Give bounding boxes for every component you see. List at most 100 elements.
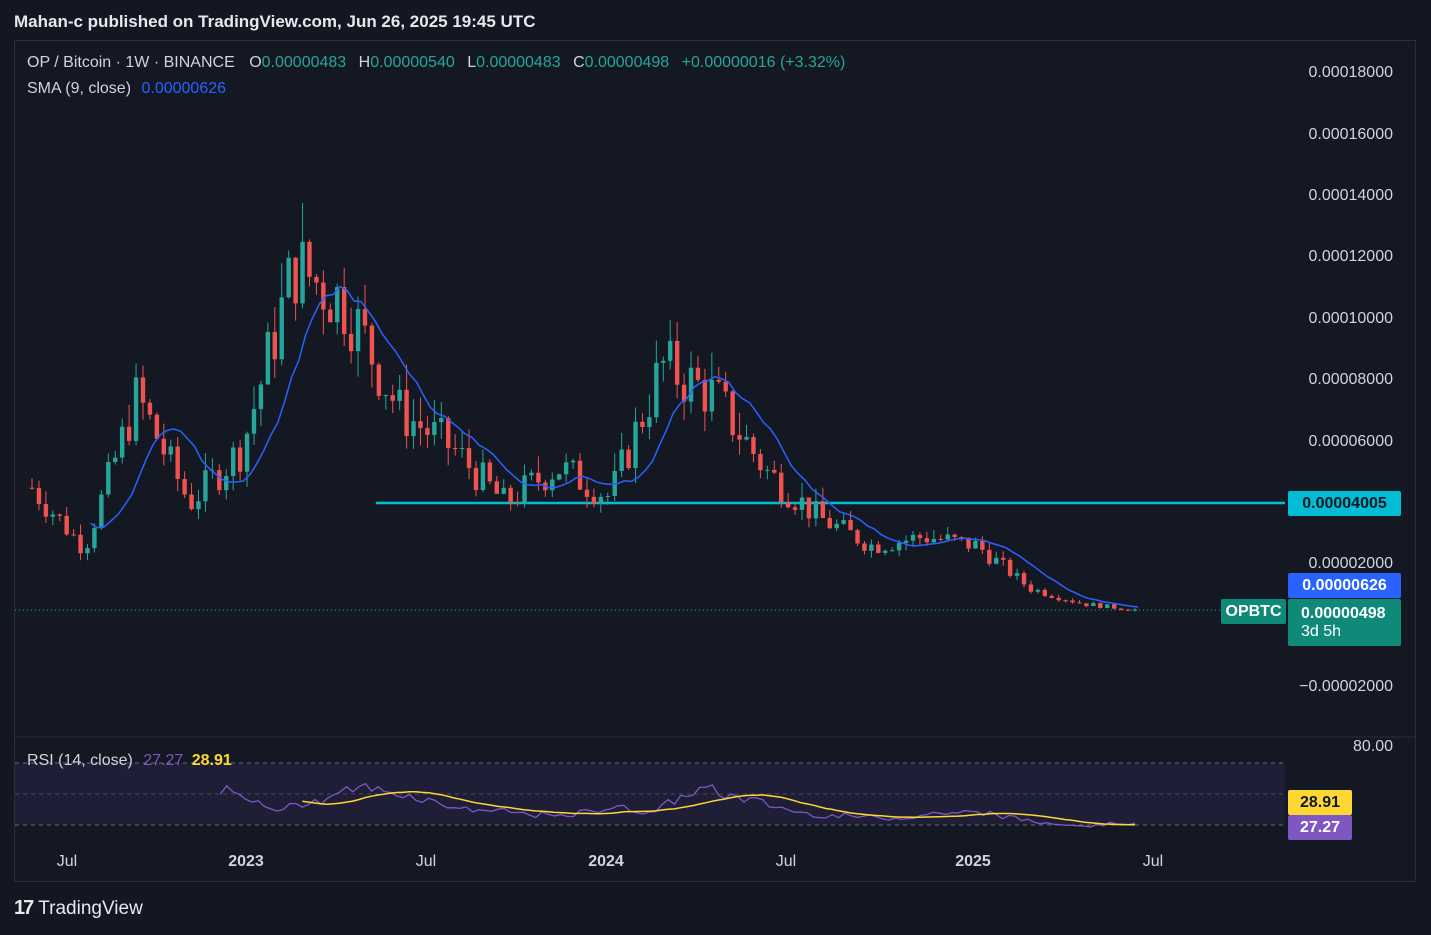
candle-body bbox=[36, 488, 42, 505]
rsi-tag: 27.27 bbox=[1288, 815, 1352, 840]
candle-body bbox=[584, 489, 590, 497]
sma-legend[interactable]: SMA (9, close) 0.00000626 bbox=[27, 80, 226, 98]
candle-body bbox=[529, 472, 534, 476]
candle-body bbox=[237, 447, 243, 472]
time-label: Jul bbox=[775, 853, 797, 870]
price-label: 0.00006000 bbox=[1308, 433, 1393, 450]
candle-body bbox=[709, 379, 715, 412]
candle-body bbox=[751, 437, 756, 454]
candle-body bbox=[772, 469, 777, 473]
last-price-value: 0.00000498 bbox=[1301, 604, 1386, 622]
candle-body bbox=[196, 501, 201, 510]
candle-body bbox=[674, 340, 680, 385]
change-value: +0.00000016 (+3.32%) bbox=[681, 54, 846, 71]
candle-body bbox=[501, 487, 506, 494]
candle-body bbox=[1084, 603, 1089, 607]
candle-body bbox=[369, 325, 375, 365]
candle-body bbox=[355, 309, 361, 352]
high-value: 0.00000540 bbox=[370, 54, 455, 71]
sma-price-tag: 0.00000626 bbox=[1288, 573, 1401, 598]
candle-body bbox=[591, 496, 597, 504]
candle-body bbox=[1035, 589, 1041, 592]
candle-body bbox=[154, 414, 160, 439]
candle-body bbox=[799, 497, 805, 510]
tradingview-logo[interactable]: 17 TradingView bbox=[14, 897, 143, 920]
candle-body bbox=[1111, 604, 1117, 609]
candle-body bbox=[78, 534, 83, 554]
candle-body bbox=[85, 548, 90, 554]
candle-body bbox=[480, 462, 486, 490]
candle-body bbox=[286, 257, 291, 298]
candle-body bbox=[43, 504, 49, 517]
candle-body bbox=[473, 467, 479, 490]
candle-body bbox=[1063, 600, 1068, 602]
candle-body bbox=[466, 448, 472, 468]
candle-body bbox=[161, 438, 167, 455]
candle-body bbox=[876, 544, 881, 553]
candle-body bbox=[418, 421, 423, 429]
candle-body bbox=[765, 469, 770, 471]
candle-body bbox=[522, 475, 527, 503]
candle-body bbox=[730, 391, 735, 436]
candle-body bbox=[383, 395, 388, 397]
rsi-ma-tag: 28.91 bbox=[1288, 790, 1352, 815]
candle-body bbox=[633, 421, 638, 469]
candle-body bbox=[348, 334, 354, 352]
candle-body bbox=[966, 537, 971, 549]
candle-body bbox=[647, 417, 652, 427]
level-price-tag: 0.00004005 bbox=[1288, 491, 1401, 516]
candle-body bbox=[147, 402, 153, 415]
rsi-label: RSI (14, close) bbox=[27, 752, 133, 769]
candle-body bbox=[744, 437, 749, 440]
candle-body bbox=[536, 472, 541, 483]
close-value: 0.00000498 bbox=[584, 54, 670, 71]
candle-body bbox=[994, 557, 999, 564]
candle-body bbox=[570, 460, 576, 463]
candle-body bbox=[806, 497, 812, 519]
candle-body bbox=[917, 534, 923, 539]
candle-body bbox=[883, 550, 888, 553]
candle-body bbox=[626, 449, 631, 469]
candle-body bbox=[896, 542, 902, 551]
candle-body bbox=[640, 421, 645, 427]
symbol-tag: OPBTC bbox=[1221, 599, 1286, 624]
candle-body bbox=[92, 528, 97, 549]
publisher-header: Mahan-c published on TradingView.com, Ju… bbox=[14, 12, 536, 31]
symbol-name: OP / Bitcoin · 1W · BINANCE bbox=[27, 54, 235, 71]
candle-body bbox=[834, 523, 839, 529]
candle-body bbox=[654, 362, 659, 418]
tradingview-logo-icon: 17 bbox=[14, 897, 34, 919]
rsi-legend[interactable]: RSI (14, close) 27.27 28.91 bbox=[27, 752, 232, 770]
candle-body bbox=[29, 487, 35, 489]
low-label: L bbox=[467, 54, 477, 71]
candle-body bbox=[515, 502, 520, 504]
candle-body bbox=[1070, 600, 1075, 603]
high-label: H bbox=[358, 54, 371, 71]
sma-line bbox=[90, 285, 1139, 608]
candle-body bbox=[50, 514, 56, 517]
symbol-legend[interactable]: OP / Bitcoin · 1W · BINANCE O0.00000483 … bbox=[27, 54, 845, 72]
candle-body bbox=[321, 282, 326, 310]
candle-body bbox=[959, 536, 964, 538]
candle-body bbox=[779, 472, 784, 503]
price-label: 0.00014000 bbox=[1308, 187, 1393, 204]
candle-body bbox=[737, 435, 742, 440]
candle-body bbox=[140, 377, 146, 403]
candle-body bbox=[869, 544, 874, 551]
candle-body bbox=[57, 514, 62, 516]
candle-body bbox=[903, 540, 909, 543]
sma-label: SMA (9, close) bbox=[27, 80, 132, 97]
candle-body bbox=[557, 474, 562, 480]
candle-body bbox=[1056, 597, 1061, 601]
candle-body bbox=[230, 447, 236, 477]
last-price-tag: 0.00000498 3d 5h bbox=[1288, 599, 1401, 646]
candle-body bbox=[1098, 603, 1103, 609]
price-label: 0.00012000 bbox=[1308, 248, 1393, 265]
candle-body bbox=[133, 377, 139, 441]
time-label: Jul bbox=[56, 853, 78, 870]
candle-body bbox=[175, 446, 180, 479]
candle-body bbox=[307, 241, 312, 277]
candle-body bbox=[452, 448, 458, 450]
brand-name: TradingView bbox=[38, 897, 143, 919]
